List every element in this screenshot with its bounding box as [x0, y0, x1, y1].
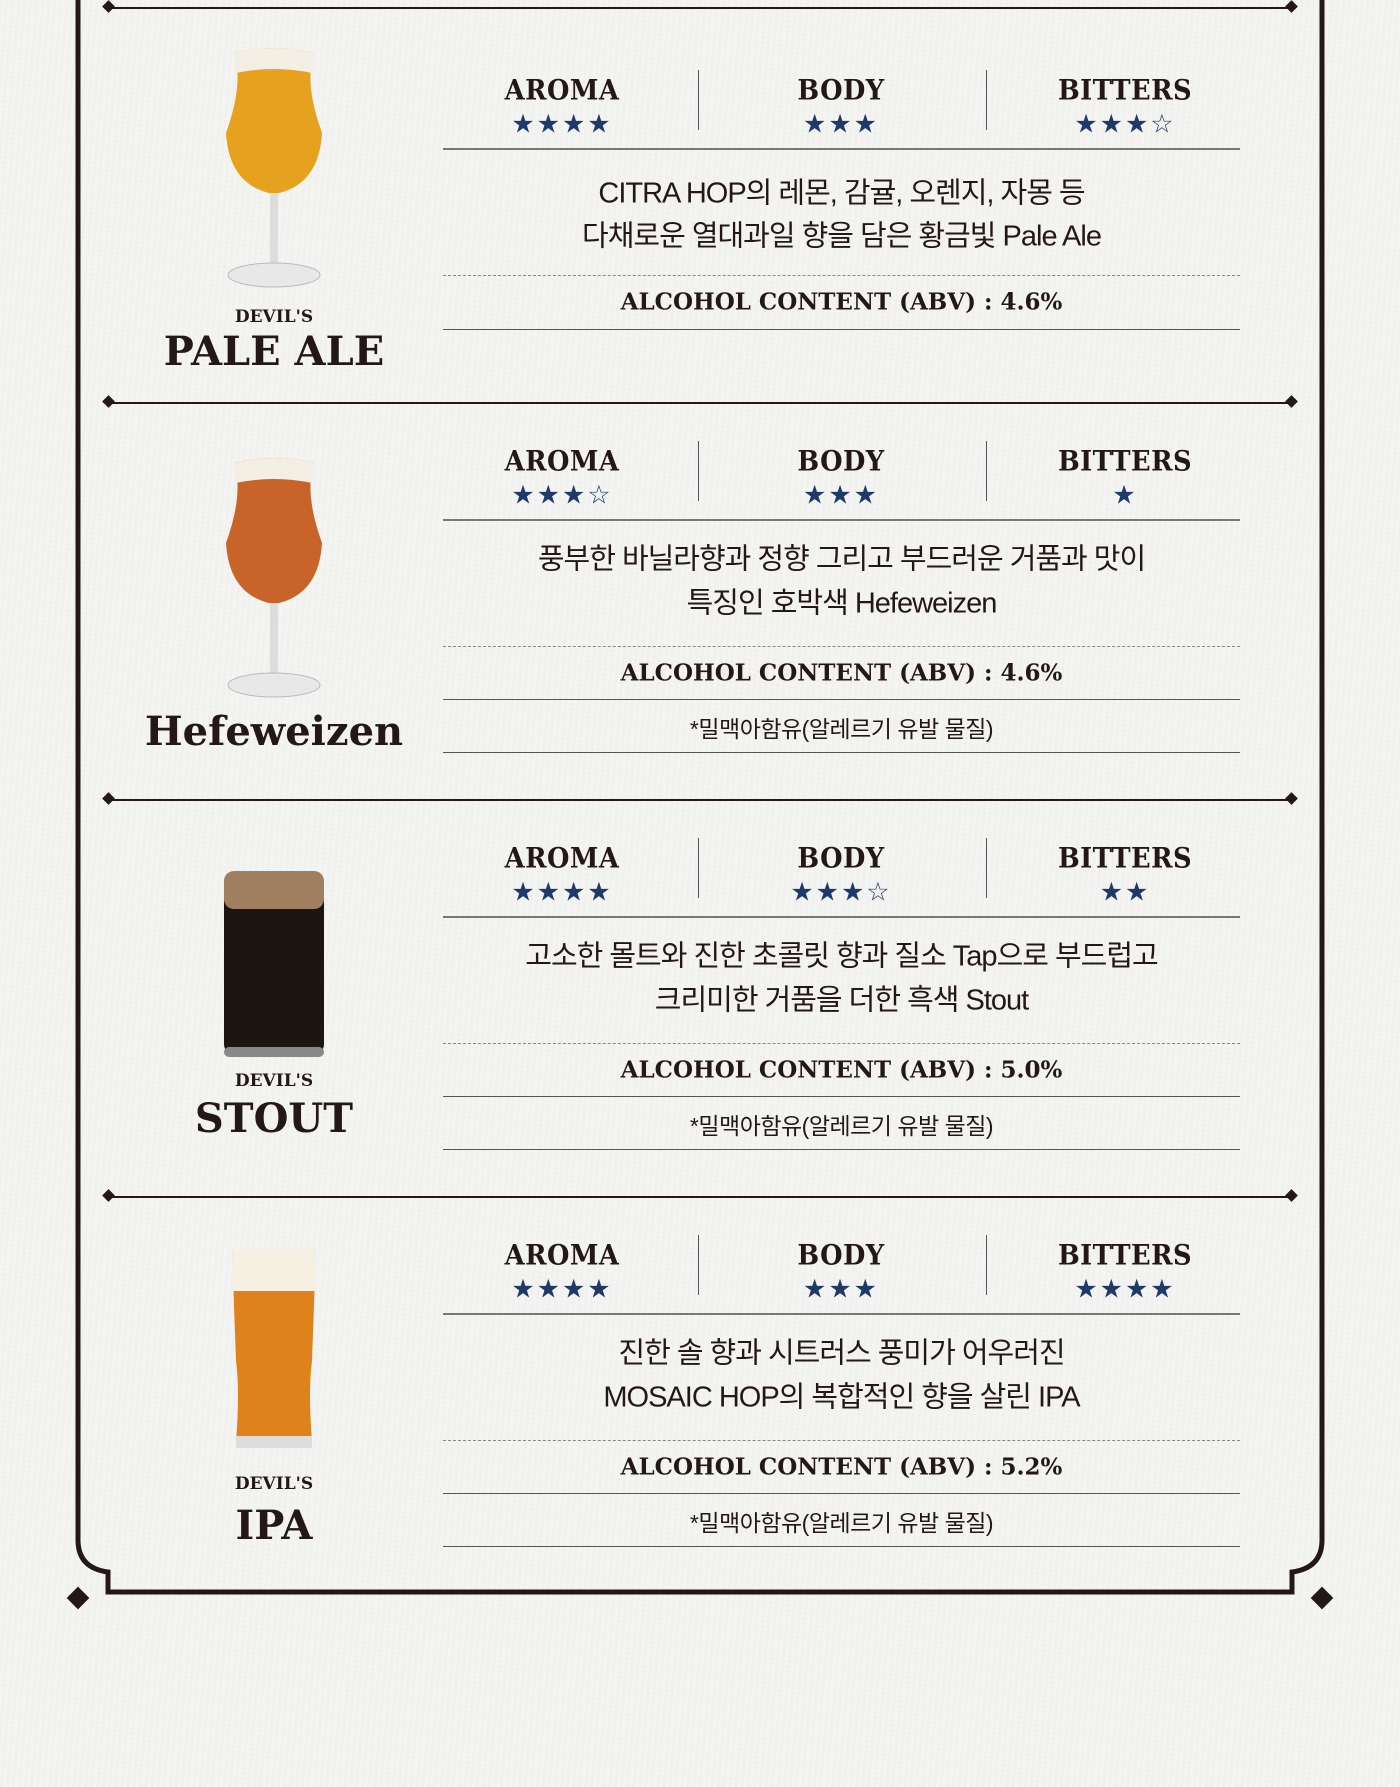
description-line: 특징인 호박색 Hefeweizen — [686, 587, 998, 620]
rule — [443, 1546, 1240, 1547]
description-line: 풍부한 바닐라향과 정향 그리고 부드러운 거품과 맛이 — [537, 543, 1146, 576]
star-rating: ★ — [1112, 479, 1138, 510]
beer-section: DEVIL'S STOUT AROMA ★★★★ BODY ★★★☆ BITTE… — [0, 799, 1400, 1196]
column-separator — [698, 1235, 699, 1295]
rule — [443, 699, 1240, 700]
star-rating: ★★★ — [803, 479, 879, 510]
column-separator — [698, 838, 699, 898]
star-rating: ★★★★ — [511, 1273, 613, 1304]
description-line: MOSAIC HOP의 복합적인 향을 살린 IPA — [603, 1381, 1080, 1414]
description-line: 크리미한 거품을 더한 흑색 Stout — [654, 984, 1029, 1017]
rating-body: BODY — [711, 1239, 971, 1272]
rule — [443, 1096, 1240, 1097]
allergy-note: *밀맥아함유(알레르기 유발 물질) — [689, 1113, 994, 1139]
can-glass-icon — [204, 863, 344, 1068]
rating-aroma: AROMA — [432, 74, 692, 107]
allergy-note: *밀맥아함유(알레르기 유발 물질) — [689, 716, 994, 742]
rating-label: BODY — [797, 841, 885, 875]
section-divider — [108, 7, 1292, 9]
dashed-rule — [443, 1043, 1240, 1044]
column-separator — [986, 441, 987, 501]
rule — [443, 1313, 1240, 1315]
beer-brand: DEVIL'S — [234, 307, 314, 327]
rating-label: BODY — [797, 73, 885, 107]
beer-brand: DEVIL'S — [234, 1071, 314, 1091]
rating-label: AROMA — [504, 1238, 620, 1272]
section-divider — [108, 1196, 1292, 1198]
dashed-rule — [443, 275, 1240, 276]
rule — [443, 1149, 1240, 1150]
beer-section: DEVIL'S IPA AROMA ★★★★ BODY ★★★ BITTERS … — [0, 1196, 1400, 1593]
rating-aroma: AROMA — [432, 842, 692, 875]
star-rating: ★★★☆ — [1074, 108, 1176, 139]
abv-text: ALCOHOL CONTENT (ABV) : 4.6% — [620, 659, 1063, 687]
abv-text: ALCOHOL CONTENT (ABV) : 5.0% — [620, 1056, 1063, 1084]
rule — [443, 519, 1240, 521]
rating-aroma: AROMA — [432, 445, 692, 478]
column-separator — [986, 70, 987, 130]
column-separator — [698, 441, 699, 501]
dashed-rule — [443, 1440, 1240, 1441]
description-line: 진한 솔 향과 시트러스 풍미가 어우러진 — [618, 1337, 1065, 1370]
rating-body: BODY — [711, 842, 971, 875]
beer-name: STOUT — [194, 1095, 354, 1142]
rating-aroma: AROMA — [432, 1239, 692, 1272]
rating-label: BITTERS — [1057, 1238, 1193, 1272]
beer-name: IPA — [235, 1502, 313, 1549]
rating-label: BITTERS — [1057, 73, 1193, 107]
section-divider — [108, 402, 1292, 404]
abv-text: ALCOHOL CONTENT (ABV) : 5.2% — [620, 1453, 1063, 1481]
rule — [443, 329, 1240, 330]
rating-label: BODY — [797, 1238, 885, 1272]
rule — [443, 752, 1240, 753]
column-separator — [986, 1235, 987, 1295]
description-line: CITRA HOP의 레몬, 감귤, 오렌지, 자몽 등 — [598, 177, 1085, 210]
rule — [443, 916, 1240, 918]
rating-label: AROMA — [504, 841, 620, 875]
beer-section: Hefeweizen AROMA ★★★☆ BODY ★★★ BITTERS ★… — [0, 402, 1400, 799]
rating-bitters: BITTERS — [995, 74, 1255, 107]
tulip-glass-icon — [204, 43, 344, 298]
rating-bitters: BITTERS — [995, 1239, 1255, 1272]
description-line: 다채로운 열대과일 향을 담은 황금빛 Pale Ale — [582, 220, 1102, 253]
tulip-glass-icon — [204, 453, 344, 708]
beer-brand: DEVIL'S — [234, 1474, 314, 1494]
column-separator — [698, 70, 699, 130]
column-separator — [986, 838, 987, 898]
rating-label: BITTERS — [1057, 841, 1193, 875]
section-divider — [108, 799, 1292, 801]
rating-body: BODY — [711, 445, 971, 478]
description-line: 고소한 몰트와 진한 초콜릿 향과 질소 Tap으로 부드럽고 — [525, 940, 1158, 973]
rating-label: AROMA — [504, 444, 620, 478]
star-rating: ★★★ — [803, 108, 879, 139]
rating-label: BITTERS — [1057, 444, 1193, 478]
star-rating: ★★★★ — [1074, 1273, 1176, 1304]
rule — [443, 148, 1240, 150]
star-rating: ★★★★ — [511, 108, 613, 139]
corner-diamond — [1310, 1586, 1334, 1610]
beer-name: PALE ALE — [163, 328, 385, 375]
star-rating: ★★★☆ — [790, 876, 892, 907]
dashed-rule — [443, 646, 1240, 647]
beer-name: Hefeweizen — [144, 708, 404, 755]
rating-bitters: BITTERS — [995, 842, 1255, 875]
rating-label: BODY — [797, 444, 885, 478]
star-rating: ★★ — [1099, 876, 1151, 907]
rating-bitters: BITTERS — [995, 445, 1255, 478]
star-rating: ★★★ — [803, 1273, 879, 1304]
abv-text: ALCOHOL CONTENT (ABV) : 4.6% — [620, 288, 1063, 316]
rule — [443, 1493, 1240, 1494]
star-rating: ★★★★ — [511, 876, 613, 907]
allergy-note: *밀맥아함유(알레르기 유발 물질) — [689, 1510, 994, 1536]
corner-diamond — [66, 1586, 90, 1610]
rating-label: AROMA — [504, 73, 620, 107]
beer-section: DEVIL'S PALE ALE AROMA ★★★★ BODY ★★★ BIT… — [0, 7, 1400, 404]
star-rating: ★★★☆ — [511, 479, 613, 510]
pint-glass-icon — [204, 1241, 344, 1461]
rating-body: BODY — [711, 74, 971, 107]
